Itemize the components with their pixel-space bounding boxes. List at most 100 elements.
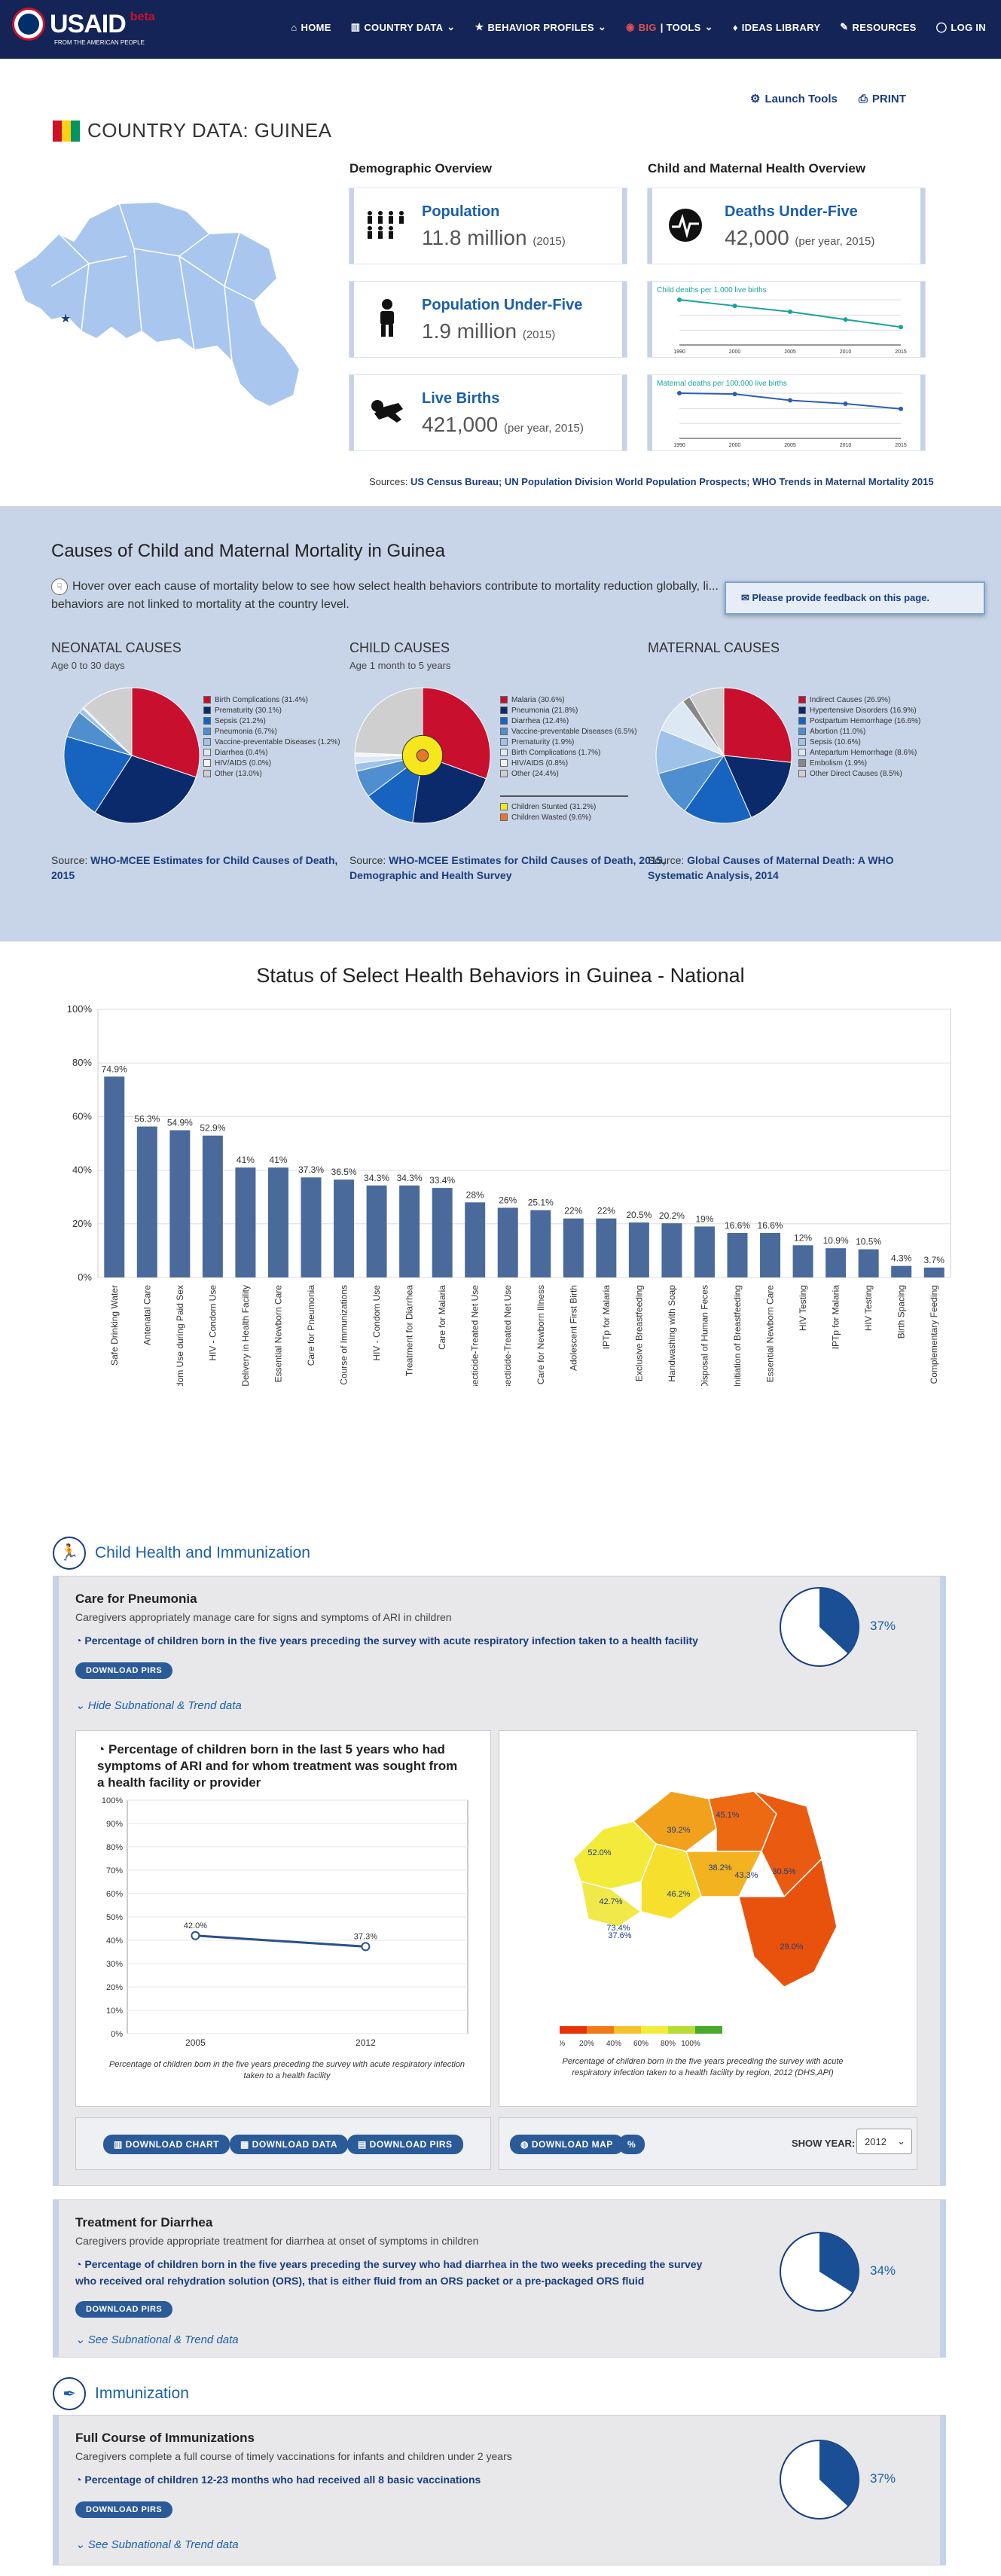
print-button[interactable]: ⎙ PRINT — [858, 92, 906, 105]
guinea-flag — [53, 121, 80, 142]
chart-xtick: Care for Malaria — [437, 1285, 447, 1350]
chart-ytick: 80% — [72, 1057, 92, 1068]
trend-caption: Percentage of children born in the five … — [108, 2060, 465, 2080]
chart-xtick: Adolescent First Birth — [568, 1285, 578, 1371]
legend-swatch — [203, 759, 211, 767]
capital-star-icon: ★ — [60, 313, 71, 325]
legend-label: Other (24.4%) — [511, 769, 559, 778]
immunization-download-pirs[interactable]: DOWNLOAD PIRS — [75, 2501, 173, 2518]
legend-label: Children Stunted (31.2%) — [511, 802, 597, 811]
pie-slice — [684, 754, 752, 824]
legend-item: Other Direct Causes (8.5%) — [798, 768, 920, 779]
neonatal-source: Source: WHO-MCEE Estimates for Child Cau… — [51, 854, 338, 881]
diarrhea-download-pirs[interactable]: DOWNLOAD PIRS — [75, 2301, 173, 2318]
minichart-xtick: 2005 — [784, 443, 796, 448]
download-chart-button[interactable]: ▥ DOWNLOAD CHART — [103, 2135, 230, 2154]
chart-xtick: IPTp for Malaria — [601, 1285, 612, 1350]
legend-label: Vaccine-preventable Diseases (6.5%) — [511, 727, 637, 736]
legend-item: Prematurity (1.9%) — [500, 737, 637, 747]
download-data-button[interactable]: ▦ DOWNLOAD DATA — [230, 2135, 349, 2154]
behaviors-chart-title: Status of Select Health Behaviors in Gui… — [256, 964, 745, 987]
child-causes-pie[interactable] — [351, 684, 494, 827]
chart-xtick: Safe Drinking Water — [109, 1285, 120, 1366]
chart-xtick: Handwashing with Soap — [667, 1285, 677, 1382]
chart-xtick: Insecticide-Treated Net Use — [502, 1285, 513, 1386]
map-region — [738, 1857, 838, 1988]
donut-fill — [819, 2233, 859, 2293]
download-pirs-button[interactable]: ▤ DOWNLOAD PIRS — [347, 2135, 463, 2154]
map-region-label: 46.2% — [667, 1890, 690, 1899]
legend-swatch — [203, 770, 211, 777]
legend-swatch — [203, 717, 211, 725]
chart-bar — [399, 1185, 420, 1277]
chart-data-label: 10.9% — [823, 1235, 849, 1246]
chart-xtick: Treatment for Diarrhea — [404, 1285, 415, 1376]
sources-link[interactable]: US Census Bureau; UN Population Division… — [410, 476, 934, 487]
chart-data-label: 4.3% — [891, 1253, 912, 1264]
chart-data-label: 36.5% — [331, 1167, 357, 1177]
minichart-xtick: 2015 — [895, 349, 907, 355]
launch-tools-button[interactable]: ⚙ Launch Tools — [750, 92, 838, 106]
trend-data-label: 37.3% — [354, 1932, 377, 1941]
nav-home[interactable]: ⌂ HOME — [291, 21, 331, 33]
immunization-see-subnational[interactable]: ⌄ See Subnational & Trend data — [75, 2538, 239, 2551]
nav-ideas-library[interactable]: ♦ IDEAS LIBRARY — [732, 21, 821, 33]
legend-label: Malaria (30.6%) — [511, 695, 565, 704]
deaths-under-five-title: Deaths Under-Five — [725, 203, 858, 220]
trend-point — [361, 1942, 371, 1952]
pneumonia-indicator[interactable]: ◔ Percentage of children born in the fiv… — [75, 1634, 698, 1647]
region-map[interactable]: 52.0% 39.2% 45.1% 38.2% 46.2% 42.7% 43.3% 30.5%… — [558, 1776, 859, 2017]
chart-xtick: IPTp for Malaria — [831, 1285, 841, 1350]
neonatal-pie[interactable] — [60, 684, 203, 827]
bar-chart-icon: ▥ — [114, 2139, 126, 2150]
behaviors-bar-chart: 0% 20% 40% 60% 80% 100% 74.9% Safe Drinking Wat… — [67, 1003, 951, 1386]
nav-behavior-profiles[interactable]: ★ BEHAVIOR PROFILES ⌄ — [475, 21, 607, 33]
chevron-down-icon: ⌄ — [704, 21, 713, 32]
nav-log-in[interactable]: ◯ LOG IN — [935, 21, 986, 33]
trend-xtick: 2005 — [185, 2037, 206, 2048]
hide-subnational-toggle[interactable]: ⌄ Hide Subnational & Trend data — [75, 1699, 242, 1712]
immunization-indicator[interactable]: ◔ Percentage of children 12-23 months wh… — [75, 2474, 481, 2486]
legend-item: Sepsis (21.2%) — [203, 716, 340, 726]
legend-item: Diarrhea (12.4%) — [500, 716, 637, 726]
pneumonia-download-pirs[interactable]: DOWNLOAD PIRS — [75, 1662, 173, 1679]
map-color-scale: 0% 20% 40% 60% 80% 100% — [560, 2026, 722, 2048]
maternal-causes-pie[interactable] — [652, 684, 795, 827]
flag-band-green — [71, 121, 80, 142]
live-births-title: Live Births — [422, 390, 500, 407]
show-year-select[interactable]: 2012 ⌄ — [856, 2129, 912, 2154]
donut-fill — [819, 2440, 859, 2507]
nav-big-tools[interactable]: ◉ BIG | TOOLS ⌄ — [626, 21, 713, 33]
child-causes-title: CHILD CAUSES — [349, 640, 450, 655]
percent-toggle-button[interactable]: % — [618, 2135, 645, 2154]
population-icon — [366, 206, 408, 244]
minichart-point — [677, 298, 682, 302]
legend-label: Embolism (1.9%) — [810, 758, 868, 768]
chart-xtick: Complementary Feeding — [929, 1285, 939, 1384]
pie-slice — [688, 687, 725, 757]
maternal-mortality-trend-card[interactable]: Maternal deaths per 100,000 live births 1… — [648, 375, 925, 450]
download-map-button[interactable]: ◍ DOWNLOAD MAP — [510, 2135, 624, 2154]
chart-bar — [760, 1232, 781, 1277]
diarrhea-see-subnational[interactable]: ⌄ See Subnational & Trend data — [75, 2333, 239, 2346]
brand-tagline: FROM THE AMERICAN PEOPLE — [54, 39, 145, 46]
maternal-causes-source: Source: Global Causes of Maternal Death:… — [648, 854, 894, 881]
scale-tick: 0% — [560, 2040, 565, 2048]
header-actions: ⚙ Launch Tools ⎙ PRINT — [750, 92, 906, 106]
under-five-card: Population Under-Five 1.9 million (2015) — [349, 282, 627, 357]
legend-item: Hypertensive Disorders (16.9%) — [798, 705, 920, 716]
diarrhea-indicator[interactable]: ◔ Percentage of children born in the fiv… — [75, 2258, 703, 2287]
nav-resources[interactable]: ✎ RESOURCES — [840, 21, 917, 33]
chart-data-label: 22% — [597, 1206, 615, 1216]
nav-country-data[interactable]: ▥ COUNTRY DATA ⌄ — [350, 21, 456, 33]
diarrhea-donut — [780, 2232, 859, 2312]
usaid-logo[interactable]: USAID beta FROM THE AMERICAN PEOPLE — [12, 8, 155, 46]
causes-section: Causes of Child and Maternal Mortality i… — [0, 506, 1001, 942]
feedback-button[interactable]: ✉ Please provide feedback on this page. — [725, 581, 985, 615]
child-mortality-trend-card[interactable]: Child deaths per 1,000 live births 1990 20… — [648, 282, 925, 357]
trend-card: ◔ Percentage of children born in the las… — [75, 1730, 491, 2107]
chevron-down-icon: ⌄ — [75, 2333, 88, 2346]
neonatal-subtitle: Age 0 to 30 days — [51, 660, 125, 671]
legend-swatch — [500, 813, 508, 821]
trend-ytick: 20% — [106, 1983, 123, 1992]
